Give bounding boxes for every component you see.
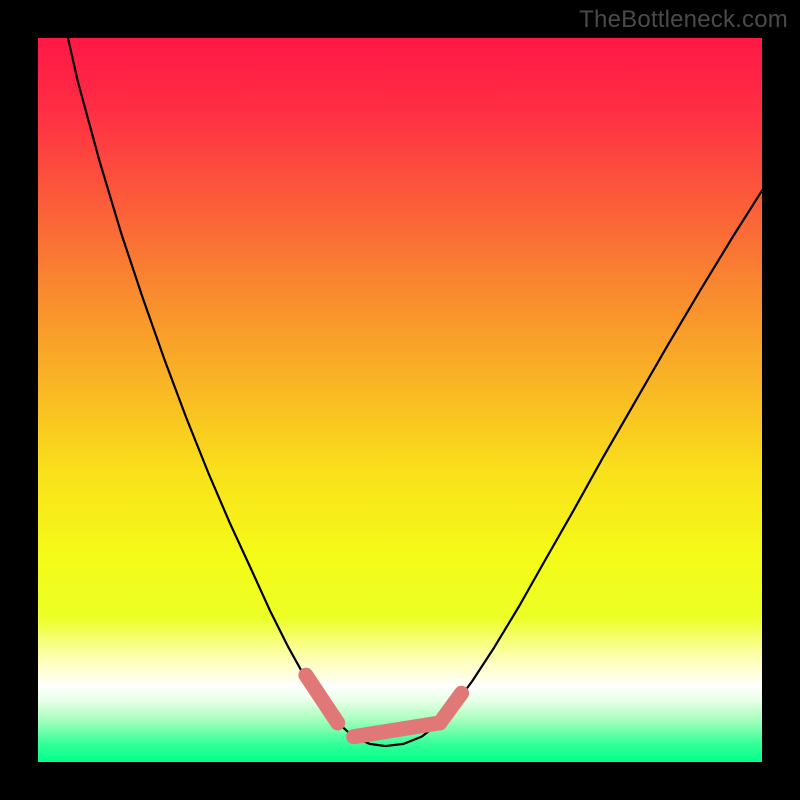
chart-frame: TheBottleneck.com (0, 0, 800, 800)
gradient-background (38, 38, 762, 762)
plot-area (38, 38, 762, 762)
watermark-text: TheBottleneck.com (579, 6, 788, 34)
